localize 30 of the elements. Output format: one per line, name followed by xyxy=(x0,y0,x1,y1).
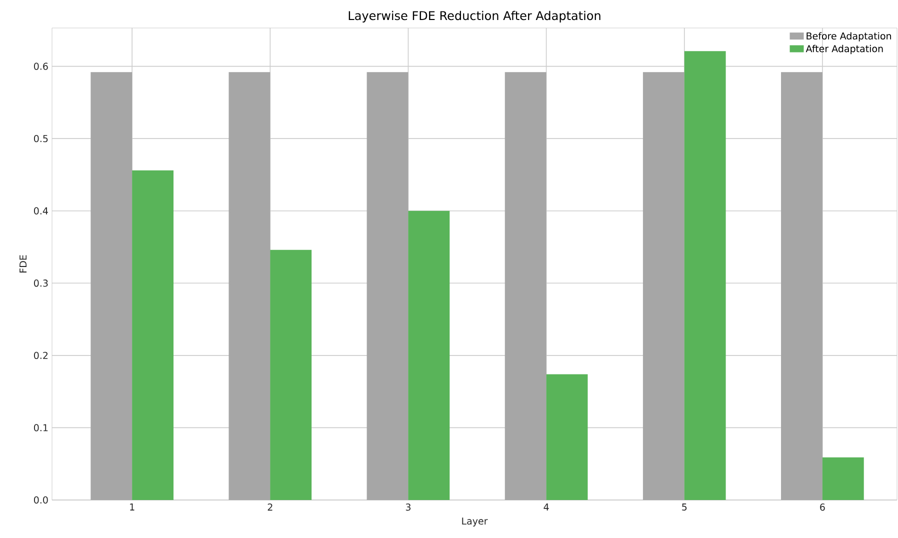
bar xyxy=(546,374,588,500)
legend-label: Before Adaptation xyxy=(806,32,892,42)
y-tick-label: 0.4 xyxy=(34,207,48,214)
bar xyxy=(90,72,132,500)
bar xyxy=(366,72,408,500)
bar xyxy=(642,72,684,500)
bar xyxy=(228,72,270,500)
x-tick-label: 3 xyxy=(406,504,410,511)
y-tick-label: 0.6 xyxy=(34,62,48,70)
x-tick-label: 4 xyxy=(544,504,549,510)
bar xyxy=(504,72,546,500)
x-axis-title: Layer xyxy=(462,518,488,526)
bar xyxy=(270,250,312,500)
y-tick-label: 0.2 xyxy=(34,352,48,360)
y-axis-title: FDE xyxy=(20,255,27,272)
y-tick-label: 0.3 xyxy=(34,280,48,287)
bar xyxy=(132,170,174,500)
y-tick-label: 0.5 xyxy=(34,134,48,142)
x-tick-label: 1 xyxy=(130,504,134,510)
x-tick-label: 2 xyxy=(268,504,272,511)
y-tick-label: 0.0 xyxy=(34,496,48,504)
bar xyxy=(822,457,864,500)
bar xyxy=(408,210,450,500)
x-tick-label: 5 xyxy=(682,504,687,511)
x-tick-label: 6 xyxy=(820,504,825,511)
y-tick-label: 0.1 xyxy=(34,424,48,432)
bar xyxy=(781,72,822,500)
chart-title: Layerwise FDE Reduction After Adaptation xyxy=(348,10,600,22)
bar xyxy=(684,51,726,500)
legend-label: After Adaptation xyxy=(806,44,883,54)
